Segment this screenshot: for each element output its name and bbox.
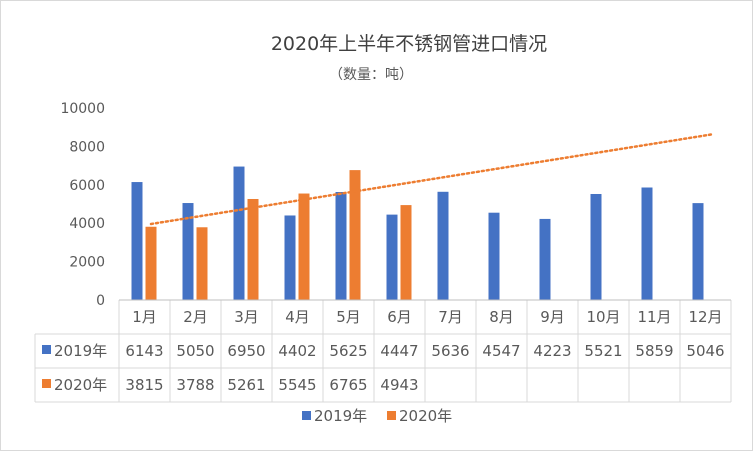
x-tick-label: 8月: [489, 308, 514, 326]
data-label: 5050: [176, 342, 214, 360]
y-tick-label: 2000: [69, 255, 105, 271]
x-tick-label: 4月: [285, 308, 310, 326]
x-tick-label: 10月: [586, 308, 620, 326]
bar-series-1: [692, 203, 704, 300]
table-legend-key: [42, 379, 51, 388]
bar-series-1: [641, 187, 653, 300]
data-label: 5521: [584, 342, 622, 360]
x-tick-label: 12月: [688, 308, 722, 326]
data-label: 5545: [278, 376, 316, 394]
data-label: 5625: [329, 342, 367, 360]
data-label: 5261: [227, 376, 265, 394]
x-tick-label: 5月: [336, 308, 361, 326]
data-label: 3815: [125, 376, 163, 394]
legend-key: [387, 411, 396, 420]
legend: 2019年 2020年: [302, 407, 452, 425]
bar-series-2: [298, 193, 310, 300]
table-legend-key: [42, 345, 51, 354]
y-tick-label: 4000: [69, 216, 105, 232]
table-series-name: 2020年: [54, 376, 107, 394]
data-label: 6765: [329, 376, 367, 394]
bar-series-1: [386, 214, 398, 300]
chart-title: 2020年上半年不锈钢管进口情况: [271, 33, 547, 55]
y-axis: 0 2000 4000 6000 8000 10000: [60, 101, 105, 309]
legend-label: 2019年: [314, 407, 367, 425]
data-label: 6950: [227, 342, 265, 360]
x-tick-label: 2月: [183, 308, 208, 326]
trendline-group: [149, 133, 714, 226]
bar-series-2: [349, 170, 361, 300]
bar-series-1: [284, 215, 296, 300]
bar-series-1: [335, 192, 347, 300]
data-table: 1月 2月 3月 4月 5月 6月 7月 8月 9月 10月 11月 12月 2019年 6143 5050…: [34, 299, 732, 403]
bar-series-1: [437, 191, 449, 300]
chart-subtitle: （数量：吨）: [329, 67, 413, 83]
data-label: 3788: [176, 376, 214, 394]
x-tick-label: 11月: [637, 308, 671, 326]
data-label: 4943: [380, 376, 418, 394]
data-label: 4447: [380, 342, 418, 360]
x-tick-label: 6月: [387, 308, 412, 326]
y-tick-label: 10000: [60, 101, 105, 117]
x-tick-label: 7月: [438, 308, 463, 326]
bar-series-1: [131, 182, 143, 300]
data-label: 6143: [125, 342, 163, 360]
y-tick-label: 0: [96, 293, 105, 309]
data-label: 5859: [635, 342, 673, 360]
bar-series-1: [539, 218, 551, 300]
legend-key: [302, 411, 311, 420]
x-tick-label: 9月: [540, 308, 565, 326]
bar-series-1: [488, 212, 500, 300]
y-tick-label: 8000: [69, 139, 105, 155]
data-label: 5046: [686, 342, 724, 360]
x-tick-label: 1月: [132, 308, 157, 326]
data-label: 4547: [482, 342, 520, 360]
bar-series-2: [196, 227, 208, 300]
bar-series-1: [233, 166, 245, 300]
data-label: 5636: [431, 342, 469, 360]
x-tick-label: 3月: [234, 308, 259, 326]
data-label: 4223: [533, 342, 571, 360]
data-label: 4402: [278, 342, 316, 360]
bar-series-2: [400, 205, 412, 300]
bar-series-2: [247, 198, 259, 300]
y-tick-label: 6000: [69, 178, 105, 194]
trendline: [149, 133, 714, 226]
legend-label: 2020年: [399, 407, 452, 425]
table-series-name: 2019年: [54, 342, 107, 360]
bar-series-1: [182, 203, 194, 300]
bar-series-1: [590, 193, 602, 300]
bar-series-2: [145, 226, 157, 300]
bars-group: [131, 166, 704, 300]
